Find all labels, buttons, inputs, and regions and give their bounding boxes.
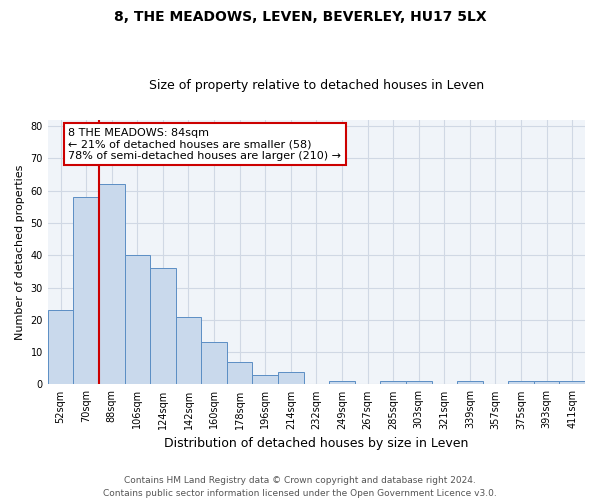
Bar bbox=[278, 372, 304, 384]
Text: Contains HM Land Registry data © Crown copyright and database right 2024.
Contai: Contains HM Land Registry data © Crown c… bbox=[103, 476, 497, 498]
Bar bbox=[508, 381, 534, 384]
Bar bbox=[406, 381, 431, 384]
Bar bbox=[227, 362, 253, 384]
Bar bbox=[201, 342, 227, 384]
Text: 8 THE MEADOWS: 84sqm
← 21% of detached houses are smaller (58)
78% of semi-detac: 8 THE MEADOWS: 84sqm ← 21% of detached h… bbox=[68, 128, 341, 161]
Bar bbox=[253, 374, 278, 384]
Bar bbox=[150, 268, 176, 384]
Bar bbox=[99, 184, 125, 384]
Bar bbox=[176, 316, 201, 384]
Text: 8, THE MEADOWS, LEVEN, BEVERLEY, HU17 5LX: 8, THE MEADOWS, LEVEN, BEVERLEY, HU17 5L… bbox=[113, 10, 487, 24]
Y-axis label: Number of detached properties: Number of detached properties bbox=[15, 164, 25, 340]
X-axis label: Distribution of detached houses by size in Leven: Distribution of detached houses by size … bbox=[164, 437, 469, 450]
Bar bbox=[329, 381, 355, 384]
Bar bbox=[125, 255, 150, 384]
Bar bbox=[48, 310, 73, 384]
Bar bbox=[457, 381, 482, 384]
Bar bbox=[534, 381, 559, 384]
Bar bbox=[380, 381, 406, 384]
Bar bbox=[73, 197, 99, 384]
Bar bbox=[559, 381, 585, 384]
Title: Size of property relative to detached houses in Leven: Size of property relative to detached ho… bbox=[149, 79, 484, 92]
